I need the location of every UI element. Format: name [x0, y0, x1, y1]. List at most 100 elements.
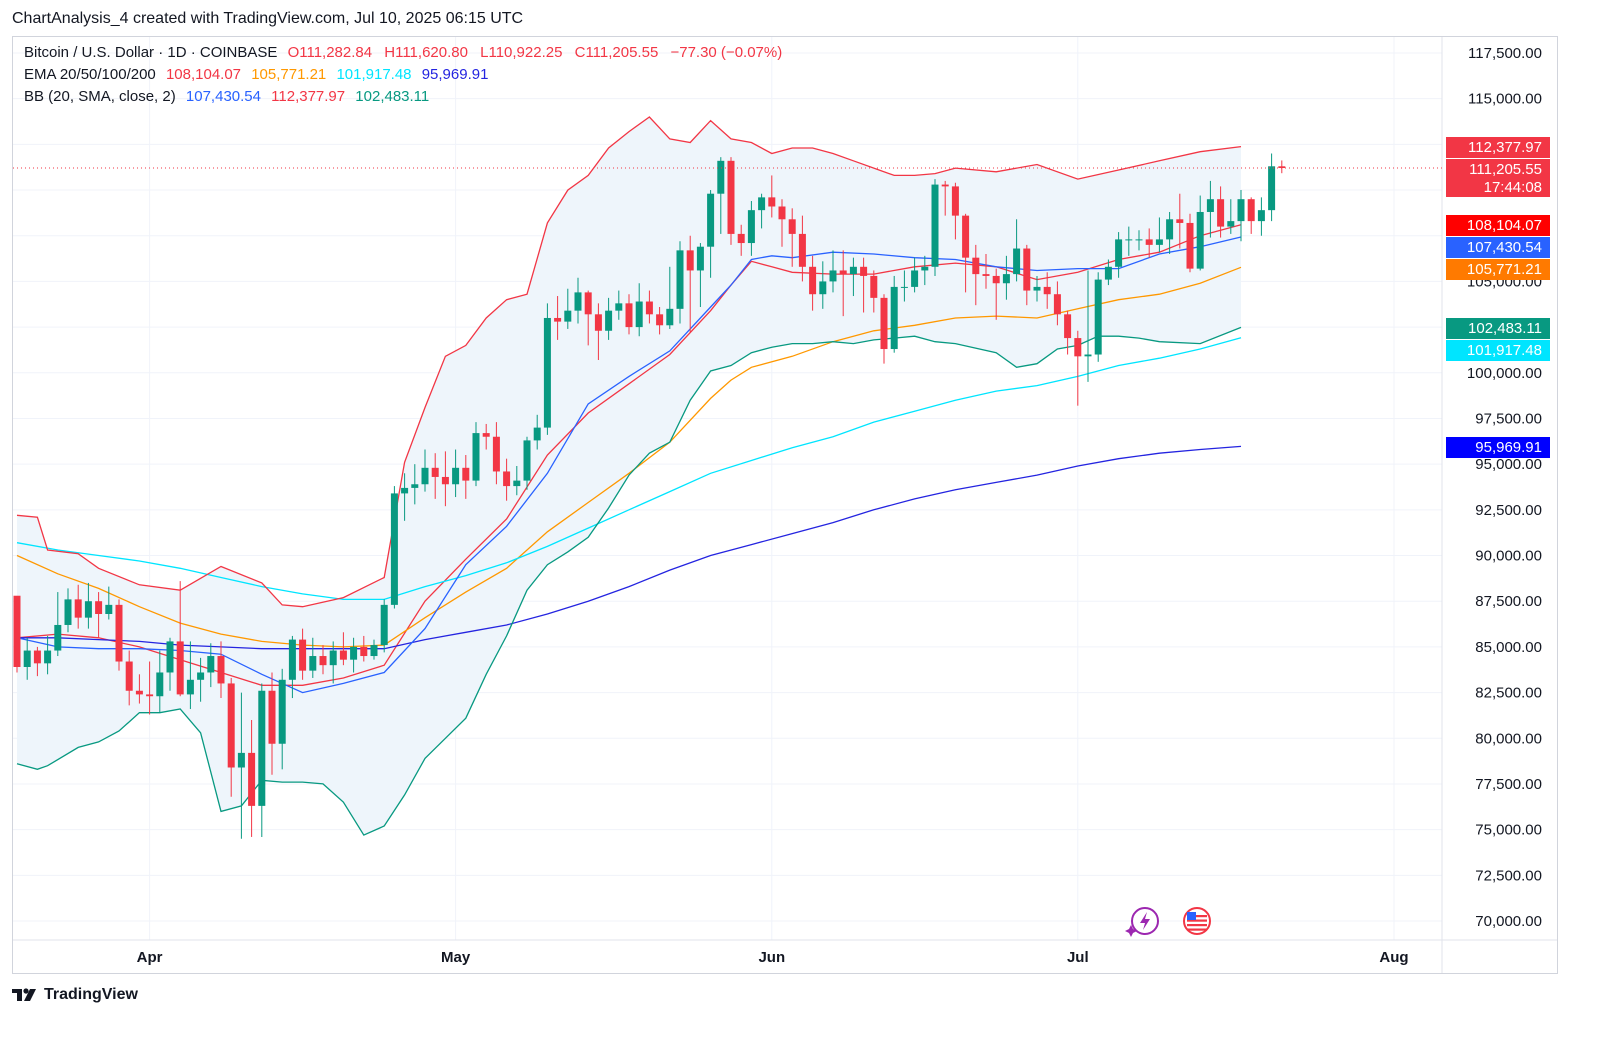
candle	[360, 635, 368, 662]
candle	[931, 179, 939, 276]
candle	[747, 201, 755, 256]
candle-body	[533, 427, 541, 441]
candle-body	[676, 250, 684, 309]
candle	[1166, 211, 1174, 255]
candle-body	[1166, 219, 1174, 240]
candle	[105, 586, 113, 620]
candle-body	[880, 297, 888, 350]
candle-body	[309, 656, 317, 671]
candle	[533, 414, 541, 450]
candle	[299, 628, 307, 680]
candle-body	[329, 650, 337, 666]
candle	[564, 288, 572, 329]
candle	[248, 719, 256, 837]
candle-body	[1155, 239, 1163, 245]
candle	[1268, 153, 1276, 222]
candle	[1053, 281, 1061, 326]
candle-body	[798, 233, 806, 267]
candle	[227, 677, 235, 797]
price-badge-bg	[1446, 437, 1550, 458]
price-tick-label: 75,000.00	[1475, 822, 1542, 839]
candle	[1125, 226, 1133, 256]
candle	[839, 250, 847, 317]
lightning-icon[interactable]	[1125, 907, 1159, 937]
bb-legend[interactable]: BB (20, SMA, close, 2) 107,430.54 112,37…	[24, 88, 435, 105]
candle	[74, 584, 82, 629]
candle	[23, 637, 31, 680]
candle	[1033, 275, 1041, 302]
candle-body	[584, 292, 592, 315]
price-badge: 107,430.54	[1446, 237, 1550, 258]
candle	[146, 661, 154, 715]
candle-body	[686, 250, 694, 271]
candle-body	[849, 266, 857, 275]
candle	[727, 157, 735, 245]
candle-body	[819, 281, 827, 295]
price-tick-label: 92,500.00	[1475, 502, 1542, 519]
candle-body	[513, 480, 521, 487]
time-tick-label: Apr	[137, 949, 163, 966]
tradingview-logo[interactable]: TradingView	[12, 986, 138, 1004]
chart-frame[interactable]	[12, 36, 1558, 974]
price-tick-label: 117,500.00	[1468, 45, 1542, 62]
candle-body	[1043, 286, 1051, 295]
price-badge-label: 108,104.07	[1467, 217, 1542, 234]
candle-body	[74, 599, 82, 618]
price-badge-bg	[1446, 159, 1550, 197]
candle	[54, 592, 62, 657]
price-badge: 102,483.11	[1446, 318, 1550, 339]
candle	[768, 175, 776, 218]
candle-body	[1176, 219, 1184, 223]
candle	[64, 588, 72, 633]
symbol-name[interactable]: Bitcoin / U.S. Dollar · 1D · COINBASE	[24, 44, 278, 61]
ema-legend[interactable]: EMA 20/50/100/200 108,104.07 105,771.21 …	[24, 66, 494, 83]
candle	[1094, 272, 1102, 362]
candle-body	[186, 679, 194, 695]
us-flag-icon[interactable]	[1183, 907, 1211, 935]
high-value: H111,620.80	[384, 44, 468, 61]
price-tick-label: 85,000.00	[1475, 639, 1542, 656]
candle	[798, 215, 806, 282]
candle	[1196, 195, 1204, 271]
candle-body	[921, 266, 929, 271]
candle	[1186, 213, 1194, 273]
candle	[543, 303, 551, 435]
price-tick-label: 80,000.00	[1475, 730, 1542, 747]
candle	[13, 595, 21, 673]
candle-body	[1145, 239, 1153, 245]
price-badge-bg	[1446, 215, 1550, 236]
candle	[217, 641, 225, 699]
candle-body	[441, 476, 449, 485]
candle-body	[258, 690, 266, 806]
candle	[411, 464, 419, 505]
candle	[156, 650, 164, 713]
bb-lower-value: 102,483.11	[355, 88, 430, 105]
candle	[115, 599, 123, 671]
candle	[615, 290, 623, 320]
candle	[452, 449, 460, 498]
candle	[258, 683, 266, 837]
candle	[696, 243, 704, 308]
price-badge-bg	[1446, 237, 1550, 258]
candle-body	[1125, 239, 1133, 241]
candle-body	[543, 317, 551, 428]
candle-body	[615, 303, 623, 311]
candle-body	[778, 206, 786, 220]
bb-upper-line	[16, 116, 1242, 608]
candle-body	[1074, 338, 1082, 357]
candle	[1176, 193, 1184, 249]
candle-body	[758, 197, 766, 211]
candle	[676, 241, 684, 324]
price-badge-label: 112,377.97	[1468, 139, 1542, 156]
candle	[1247, 197, 1255, 234]
candle	[982, 254, 990, 289]
candle	[1064, 310, 1072, 355]
candle	[441, 451, 449, 507]
candle	[431, 453, 439, 499]
price-badge-label: 107,430.54	[1467, 239, 1542, 256]
candle-body	[554, 317, 562, 322]
candle	[635, 283, 643, 337]
price-tick-label: 100,000.00	[1467, 365, 1542, 382]
candle-body	[54, 624, 62, 651]
